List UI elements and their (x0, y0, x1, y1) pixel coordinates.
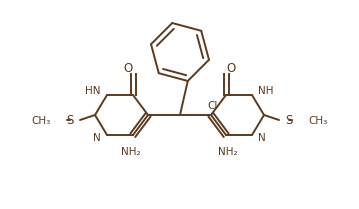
Text: HN: HN (85, 86, 101, 96)
Text: CH₃: CH₃ (308, 116, 327, 126)
Text: CH₃: CH₃ (32, 116, 51, 126)
Text: S: S (67, 113, 74, 126)
Text: NH₂: NH₂ (121, 147, 141, 157)
Text: N: N (93, 133, 101, 143)
Text: NH₂: NH₂ (218, 147, 238, 157)
Text: N: N (258, 133, 266, 143)
Text: O: O (123, 61, 132, 74)
Text: O: O (227, 61, 236, 74)
Text: Cl: Cl (207, 101, 218, 111)
Text: NH: NH (258, 86, 274, 96)
Text: S: S (285, 113, 292, 126)
